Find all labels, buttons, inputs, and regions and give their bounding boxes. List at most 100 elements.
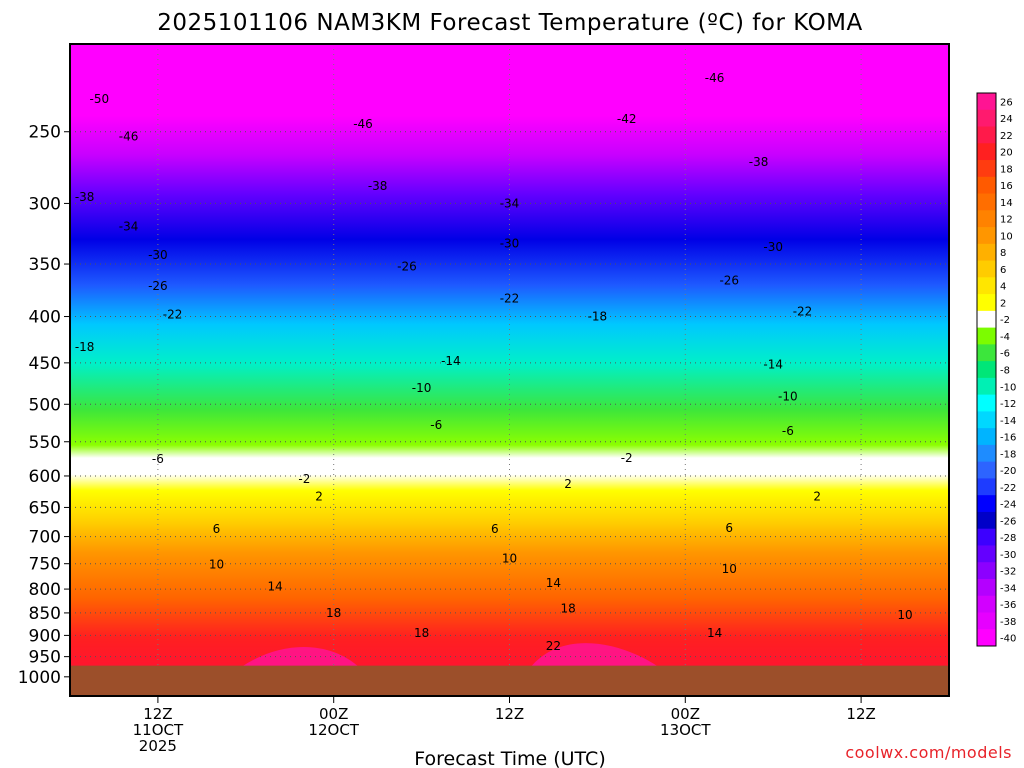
warm-core-region [240, 643, 660, 668]
colorbar-legend: 26 24 22 20 18 16 14 12 10 8 6 4 2 -2 -4 -6 -8 -10 -12 -14 -… [976, 92, 1016, 647]
time-tick-label: 12Z [495, 705, 524, 723]
contour-label: 18 [326, 606, 341, 620]
colorbar-swatch [977, 495, 996, 513]
contour-label: -30 [500, 236, 520, 250]
colorbar-label: -10 [1000, 382, 1016, 393]
contour-label: -46 [705, 71, 725, 85]
colorbar-label: -34 [1000, 583, 1016, 594]
contour-label: 2 [564, 477, 572, 491]
pressure-tick-label: 450 [29, 354, 61, 374]
pressure-axis: 2503003504004505005506006507007508008509… [18, 123, 70, 688]
colorbar-label: 2 [1000, 298, 1006, 309]
contour-label: -38 [368, 179, 388, 193]
colorbar-label: -36 [1000, 600, 1016, 611]
colorbar-label: 6 [1000, 265, 1006, 276]
colorbar-swatch [977, 511, 996, 530]
contour-label: -14 [441, 354, 461, 368]
contour-label: -38 [75, 190, 95, 204]
contour-label: -10 [412, 381, 432, 395]
colorbar-swatch [977, 126, 996, 144]
pressure-tick-label: 350 [29, 255, 61, 275]
colorbar-label: -30 [1000, 550, 1016, 561]
colorbar-swatch [977, 243, 996, 262]
time-tick-label: 2025 [139, 737, 177, 755]
colorbar-label: 18 [1000, 164, 1013, 175]
colorbar-swatch [977, 629, 996, 647]
contour-label: 6 [491, 522, 499, 536]
colorbar-swatch [977, 93, 996, 111]
contour-labels: -50 -46 -46 -42 -46 -38 -38 -38 -34 -34 -30 -30 -30 -… [75, 71, 913, 653]
pressure-tick-label: 800 [29, 580, 61, 600]
contour-label: -46 [353, 117, 373, 131]
colorbar-swatch [977, 294, 996, 312]
contour-label: 10 [722, 562, 737, 576]
colorbar-label: 10 [1000, 231, 1013, 242]
colorbar-swatch [977, 478, 996, 496]
colorbar-label: 4 [1000, 282, 1006, 293]
colorbar-swatch [977, 176, 996, 195]
colorbar-label: -2 [1000, 315, 1010, 326]
colorbar-swatch [977, 160, 996, 178]
time-tick-label: 12OCT [308, 721, 359, 739]
contour-label: -34 [500, 196, 520, 210]
x-axis-label: Forecast Time (UTC) [414, 748, 605, 768]
contour-label: 10 [209, 558, 224, 572]
colorbar-swatch [977, 210, 996, 228]
contour-label: -14 [763, 358, 783, 372]
colorbar-swatch [977, 109, 996, 128]
colorbar-swatch [977, 612, 996, 630]
contour-label: 6 [725, 521, 733, 535]
pressure-tick-label: 1000 [18, 668, 61, 688]
colorbar-label: 16 [1000, 181, 1013, 192]
colorbar-label: -14 [1000, 416, 1016, 427]
contour-label: -2 [298, 472, 310, 486]
pressure-tick-label: 250 [29, 123, 61, 143]
contour-label: 22 [546, 639, 561, 653]
contour-label: 18 [560, 601, 575, 615]
colorbar-label: -26 [1000, 516, 1016, 527]
colorbar-swatch [977, 361, 996, 379]
ground-below-surface [70, 665, 949, 696]
time-tick-label: 12Z [143, 705, 172, 723]
contour-label: -26 [397, 259, 417, 273]
contour-label: -10 [778, 389, 798, 403]
colorbar-swatch [977, 444, 996, 463]
pressure-tick-label: 950 [29, 648, 61, 668]
contour-label: 6 [213, 522, 221, 536]
pressure-tick-label: 700 [29, 528, 61, 548]
contour-label: -22 [793, 305, 813, 319]
colorbar-swatch [977, 461, 996, 479]
colorbar-swatch [977, 193, 996, 211]
colorbar-frame [976, 92, 997, 647]
colorbar-swatch [977, 327, 996, 345]
colorbar-swatch [977, 227, 996, 245]
colorbar-swatch [977, 310, 996, 329]
colorbar-label: -38 [1000, 617, 1016, 628]
time-tick-label: 00Z [671, 705, 700, 723]
contour-label: -22 [500, 291, 520, 305]
colorbar-label: -24 [1000, 500, 1016, 511]
pressure-tick-label: 750 [29, 555, 61, 575]
contour-label: -42 [617, 112, 637, 126]
colorbar-swatch [977, 428, 996, 446]
colorbar-swatch [977, 545, 996, 563]
colorbar-swatch [977, 562, 996, 580]
colorbar-label: -32 [1000, 567, 1016, 578]
pressure-tick-label: 500 [29, 395, 61, 415]
contour-label: -50 [89, 92, 109, 106]
contour-label: -26 [148, 279, 168, 293]
colorbar-swatch [977, 528, 996, 546]
contour-label: 14 [707, 626, 722, 640]
colorbar-swatch [977, 143, 996, 161]
pressure-tick-label: 900 [29, 626, 61, 646]
pressure-tick-label: 400 [29, 308, 61, 328]
colorbar-swatch [977, 260, 996, 278]
pressure-tick-label: 300 [29, 194, 61, 214]
contour-label: -6 [782, 424, 794, 438]
colorbar-label: -6 [1000, 349, 1010, 360]
contour-label: -30 [763, 240, 783, 254]
contour-label: 14 [546, 576, 561, 590]
contour-label: -22 [163, 308, 183, 322]
